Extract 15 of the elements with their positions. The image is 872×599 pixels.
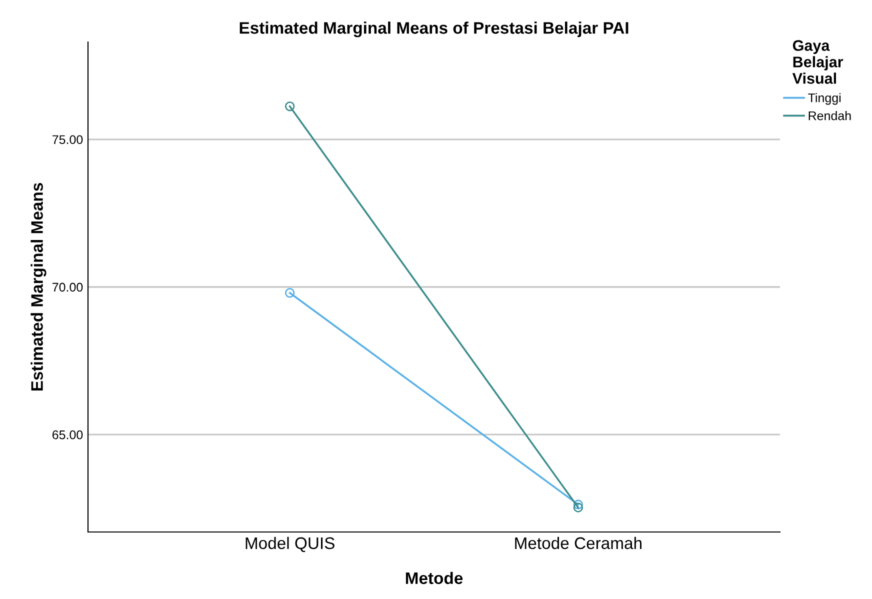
legend-label: Rendah bbox=[808, 111, 851, 120]
point bbox=[573, 500, 584, 510]
point bbox=[284, 288, 295, 298]
point bbox=[573, 502, 584, 512]
y-tick-label: 70.00 bbox=[52, 282, 83, 292]
x-axis-title: Metode bbox=[406, 572, 463, 584]
x-tick-label: Model QUIS bbox=[246, 536, 334, 552]
legend-label: Tinggi bbox=[808, 93, 841, 105]
chart-title: Estimated Marginal Means of Prestasi Belajar PAI bbox=[240, 22, 628, 38]
legend-title: Gaya Belajar Visual bbox=[792, 40, 844, 84]
y-tick-label: 65.00 bbox=[52, 430, 83, 440]
point bbox=[284, 101, 295, 112]
x-tick-label: Metode Ceramah bbox=[515, 536, 642, 550]
y-tick-label: 75.00 bbox=[52, 135, 83, 144]
y-axis-title: Estimated Marginal Means bbox=[30, 183, 46, 391]
